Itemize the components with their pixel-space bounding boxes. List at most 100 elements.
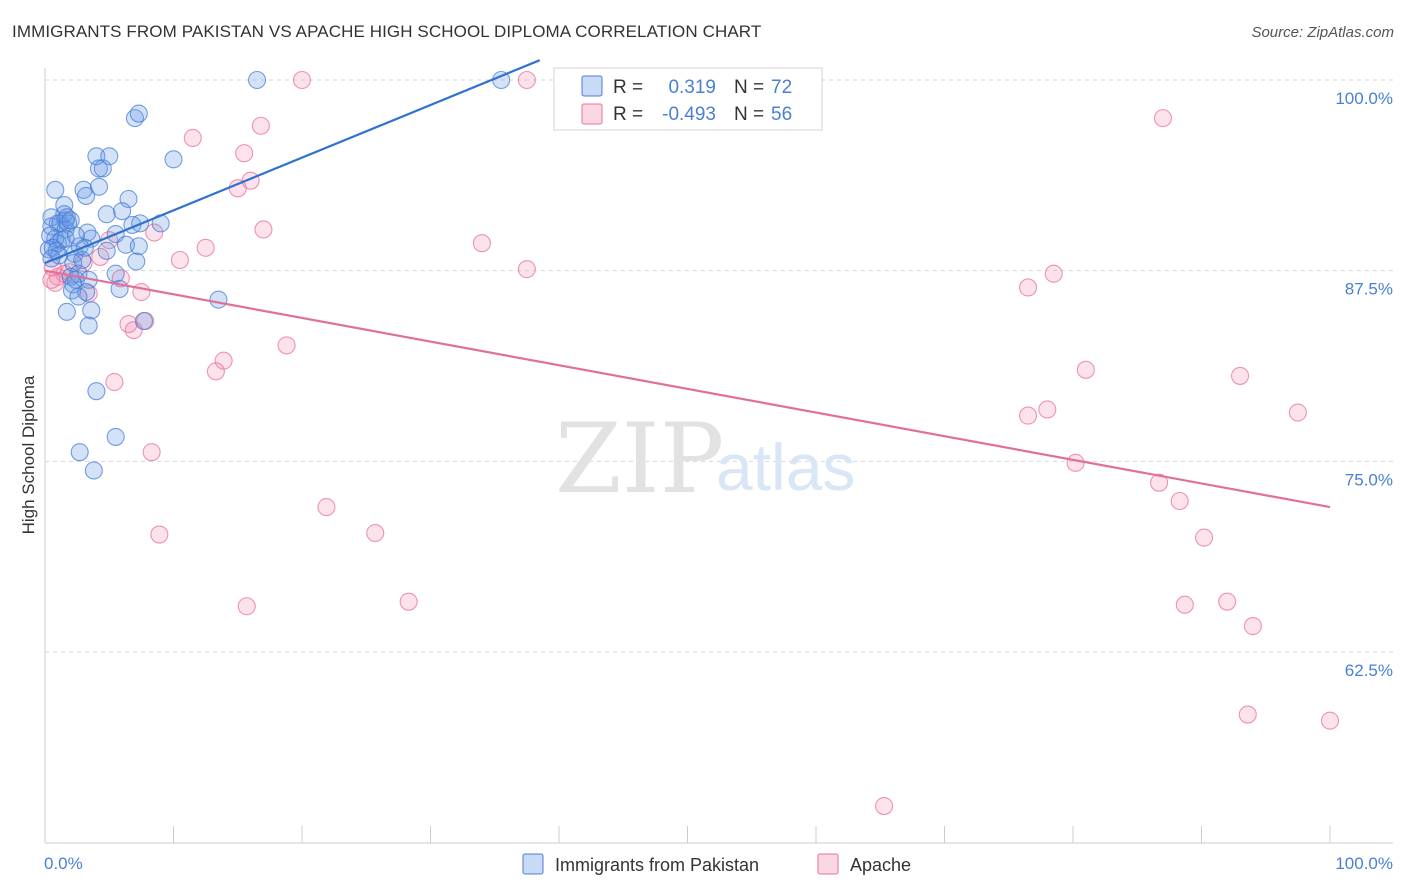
watermark-atlas: atlas: [716, 430, 855, 504]
pakistan-point-62: [79, 316, 98, 335]
gridlines: [45, 79, 1393, 653]
legend-n-value-apache: 56: [771, 104, 792, 125]
apache-point-49: [1238, 705, 1257, 724]
y-tick-label-1: 87.5%: [1345, 280, 1393, 299]
pakistan-point-37: [129, 237, 148, 256]
apache-point-37: [1066, 453, 1085, 472]
x-tick-label-1: 100.0%: [1335, 854, 1393, 873]
pakistan-point-7: [89, 159, 109, 178]
apache-point-55: [170, 250, 189, 270]
pakistan-point-6: [164, 150, 183, 169]
apache-trendline: [44, 269, 1331, 509]
pakistan-point-8: [93, 159, 112, 178]
apache-point-44: [237, 597, 256, 616]
apache-point-30: [105, 372, 124, 392]
apache-point-31: [1076, 360, 1095, 379]
pakistan-point-71: [113, 202, 132, 221]
apache-point-36: [142, 443, 161, 462]
y-tick-label-0: 100.0%: [1335, 89, 1393, 108]
pakistan-point-59: [209, 290, 228, 309]
bottom-legend-label-pakistan: Immigrants from Pakistan: [555, 855, 759, 875]
pakistan-point-66: [70, 443, 89, 462]
pakistan-point-3: [129, 104, 148, 123]
pakistan-points: [39, 70, 511, 480]
apache-point-40: [317, 498, 336, 517]
chart-title: IMMIGRANTS FROM PAKISTAN VS APACHE HIGH …: [12, 22, 762, 41]
apache-point-41: [150, 525, 169, 544]
apache-point-27: [277, 336, 296, 355]
apache-point-51: [875, 797, 894, 816]
apache-point-2: [1153, 109, 1172, 128]
apache-point-43: [1195, 528, 1214, 547]
pakistan-point-63: [134, 311, 153, 331]
pakistan-point-53: [106, 264, 125, 283]
legend-n-label-pakistan: N =: [734, 77, 764, 98]
apache-point-34: [1038, 400, 1057, 419]
pakistan-point-69: [97, 241, 116, 260]
apache-point-48: [1243, 617, 1262, 636]
stats-legend: R = 0.319 N = 72 R = -0.493 N = 56: [553, 67, 823, 131]
y-tick-labels: 100.0% 87.5% 75.0% 62.5%: [1335, 89, 1393, 680]
pakistan-point-68: [66, 226, 85, 245]
pakistan-point-67: [84, 461, 103, 480]
legend-r-value-pakistan: 0.319: [668, 77, 716, 98]
pakistan-point-65: [106, 427, 125, 446]
watermark-zip: ZIP: [555, 403, 724, 515]
pakistan-point-10: [46, 180, 65, 199]
apache-points: [42, 70, 1340, 816]
pakistan-point-58: [69, 287, 88, 306]
pakistan-point-48: [127, 252, 146, 271]
legend-swatch-pakistan: [581, 75, 603, 97]
pakistan-point-47: [73, 250, 92, 270]
apache-point-50: [1320, 711, 1340, 730]
apache-point-1: [517, 70, 536, 90]
pakistan-point-27: [56, 220, 75, 239]
apache-point-0: [292, 70, 312, 90]
apache-point-33: [1288, 403, 1307, 422]
source-label: Source: ZipAtlas.com: [1251, 24, 1394, 41]
apache-point-13: [145, 223, 164, 242]
pakistan-point-16: [97, 205, 116, 224]
apache-point-3: [251, 116, 270, 135]
pakistan-trendline: [44, 59, 541, 265]
apache-point-4: [183, 128, 202, 148]
apache-point-29: [206, 362, 225, 381]
legend-r-label-pakistan: R =: [613, 77, 643, 98]
y-axis-label: High School Diploma: [19, 375, 38, 534]
x-tick-labels: 0.0% 100.0%: [44, 854, 1393, 873]
apache-point-14: [254, 220, 273, 239]
legend-swatch-apache: [581, 103, 603, 125]
pakistan-point-35: [56, 229, 75, 248]
apache-point-18: [1044, 264, 1063, 283]
bottom-legend-swatch-pakistan: [522, 853, 544, 875]
apache-point-15: [196, 238, 215, 257]
pakistan-point-12: [77, 186, 96, 205]
watermark: ZIP atlas: [555, 403, 855, 515]
bottom-legend-swatch-apache: [817, 853, 839, 875]
trendlines: [44, 59, 1331, 509]
series-legend: Immigrants from Pakistan Apache: [522, 853, 911, 875]
apache-point-42: [366, 523, 385, 543]
pakistan-point-64: [87, 382, 106, 401]
legend-r-value-apache: -0.493: [662, 104, 716, 125]
legend-n-label-apache: N =: [734, 104, 764, 125]
apache-point-16: [472, 234, 491, 253]
stats-legend-box: [553, 67, 823, 131]
apache-point-17: [517, 260, 536, 279]
pakistan-point-9: [89, 177, 109, 196]
x-tick-label-0: 0.0%: [44, 854, 83, 873]
bottom-legend-label-apache: Apache: [850, 855, 911, 875]
apache-point-38: [1150, 473, 1169, 492]
y-tick-label-2: 75.0%: [1345, 470, 1393, 489]
pakistan-point-60: [57, 302, 76, 321]
legend-n-value-pakistan: 72: [771, 77, 792, 98]
pakistan-point-0: [247, 70, 267, 90]
apache-point-46: [1175, 595, 1194, 614]
axes: [44, 68, 1393, 844]
apache-point-45: [399, 592, 418, 611]
apache-point-22: [132, 282, 151, 302]
apache-point-47: [1218, 592, 1237, 611]
y-tick-label-3: 62.5%: [1345, 661, 1393, 680]
apache-point-5: [235, 144, 254, 163]
